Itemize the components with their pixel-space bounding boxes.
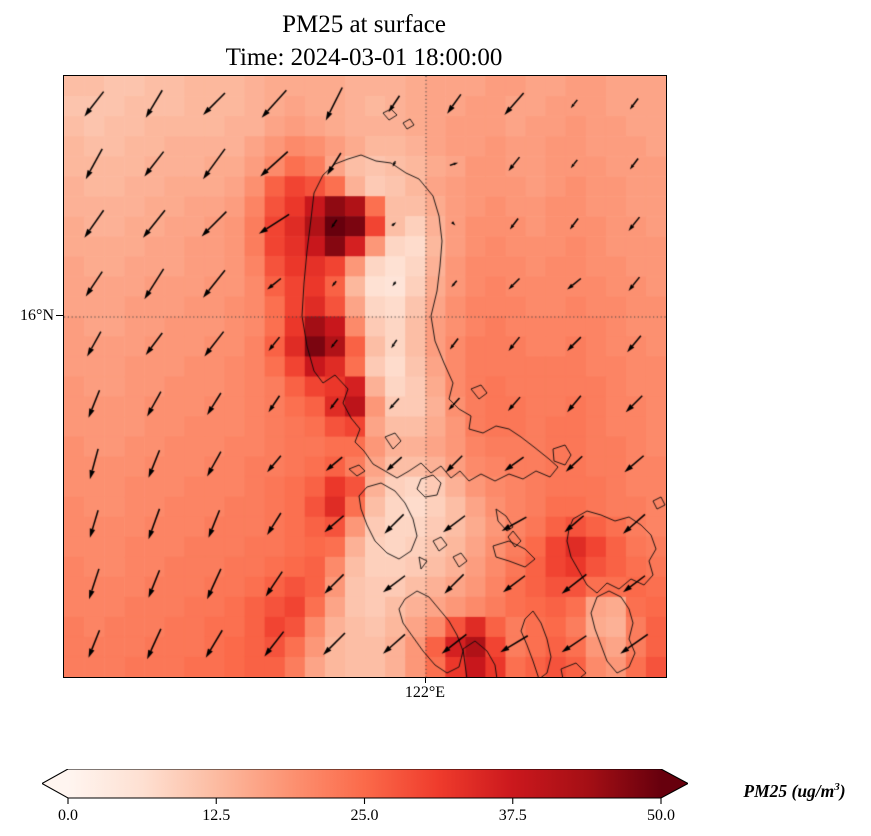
colorbar-tick-label: 50.0 [647,807,675,824]
y-axis-tick-label: 16°N [20,307,54,324]
map-area [63,75,667,678]
colorbar: 0.0 12.5 25.0 37.5 50.0 [42,769,688,831]
colorbar-tick-label: 0.0 [58,807,78,824]
colorbar-bar [42,769,688,799]
y-axis-tick-mark [56,315,63,317]
x-axis-tick-mark [424,677,426,683]
plot-subtitle: Time: 2024-03-01 18:00:00 [225,44,503,71]
x-axis-tick-label: 122°E [404,684,446,701]
colorbar-tick-label: 25.0 [350,807,379,824]
colorbar-tick-label: 12.5 [202,807,231,824]
colorbar-gradient [42,769,688,804]
colorbar-tick-label: 37.5 [498,807,527,824]
title-block: PM25 at surface Time: 2024-03-01 18:00:0… [63,8,665,74]
colorbar-label-superscript: 3 [834,781,840,793]
pm25-heatmap-canvas [64,76,666,677]
plot-title: PM25 at surface [282,11,446,38]
colorbar-label: PM25 (ug/m3) [743,780,846,801]
